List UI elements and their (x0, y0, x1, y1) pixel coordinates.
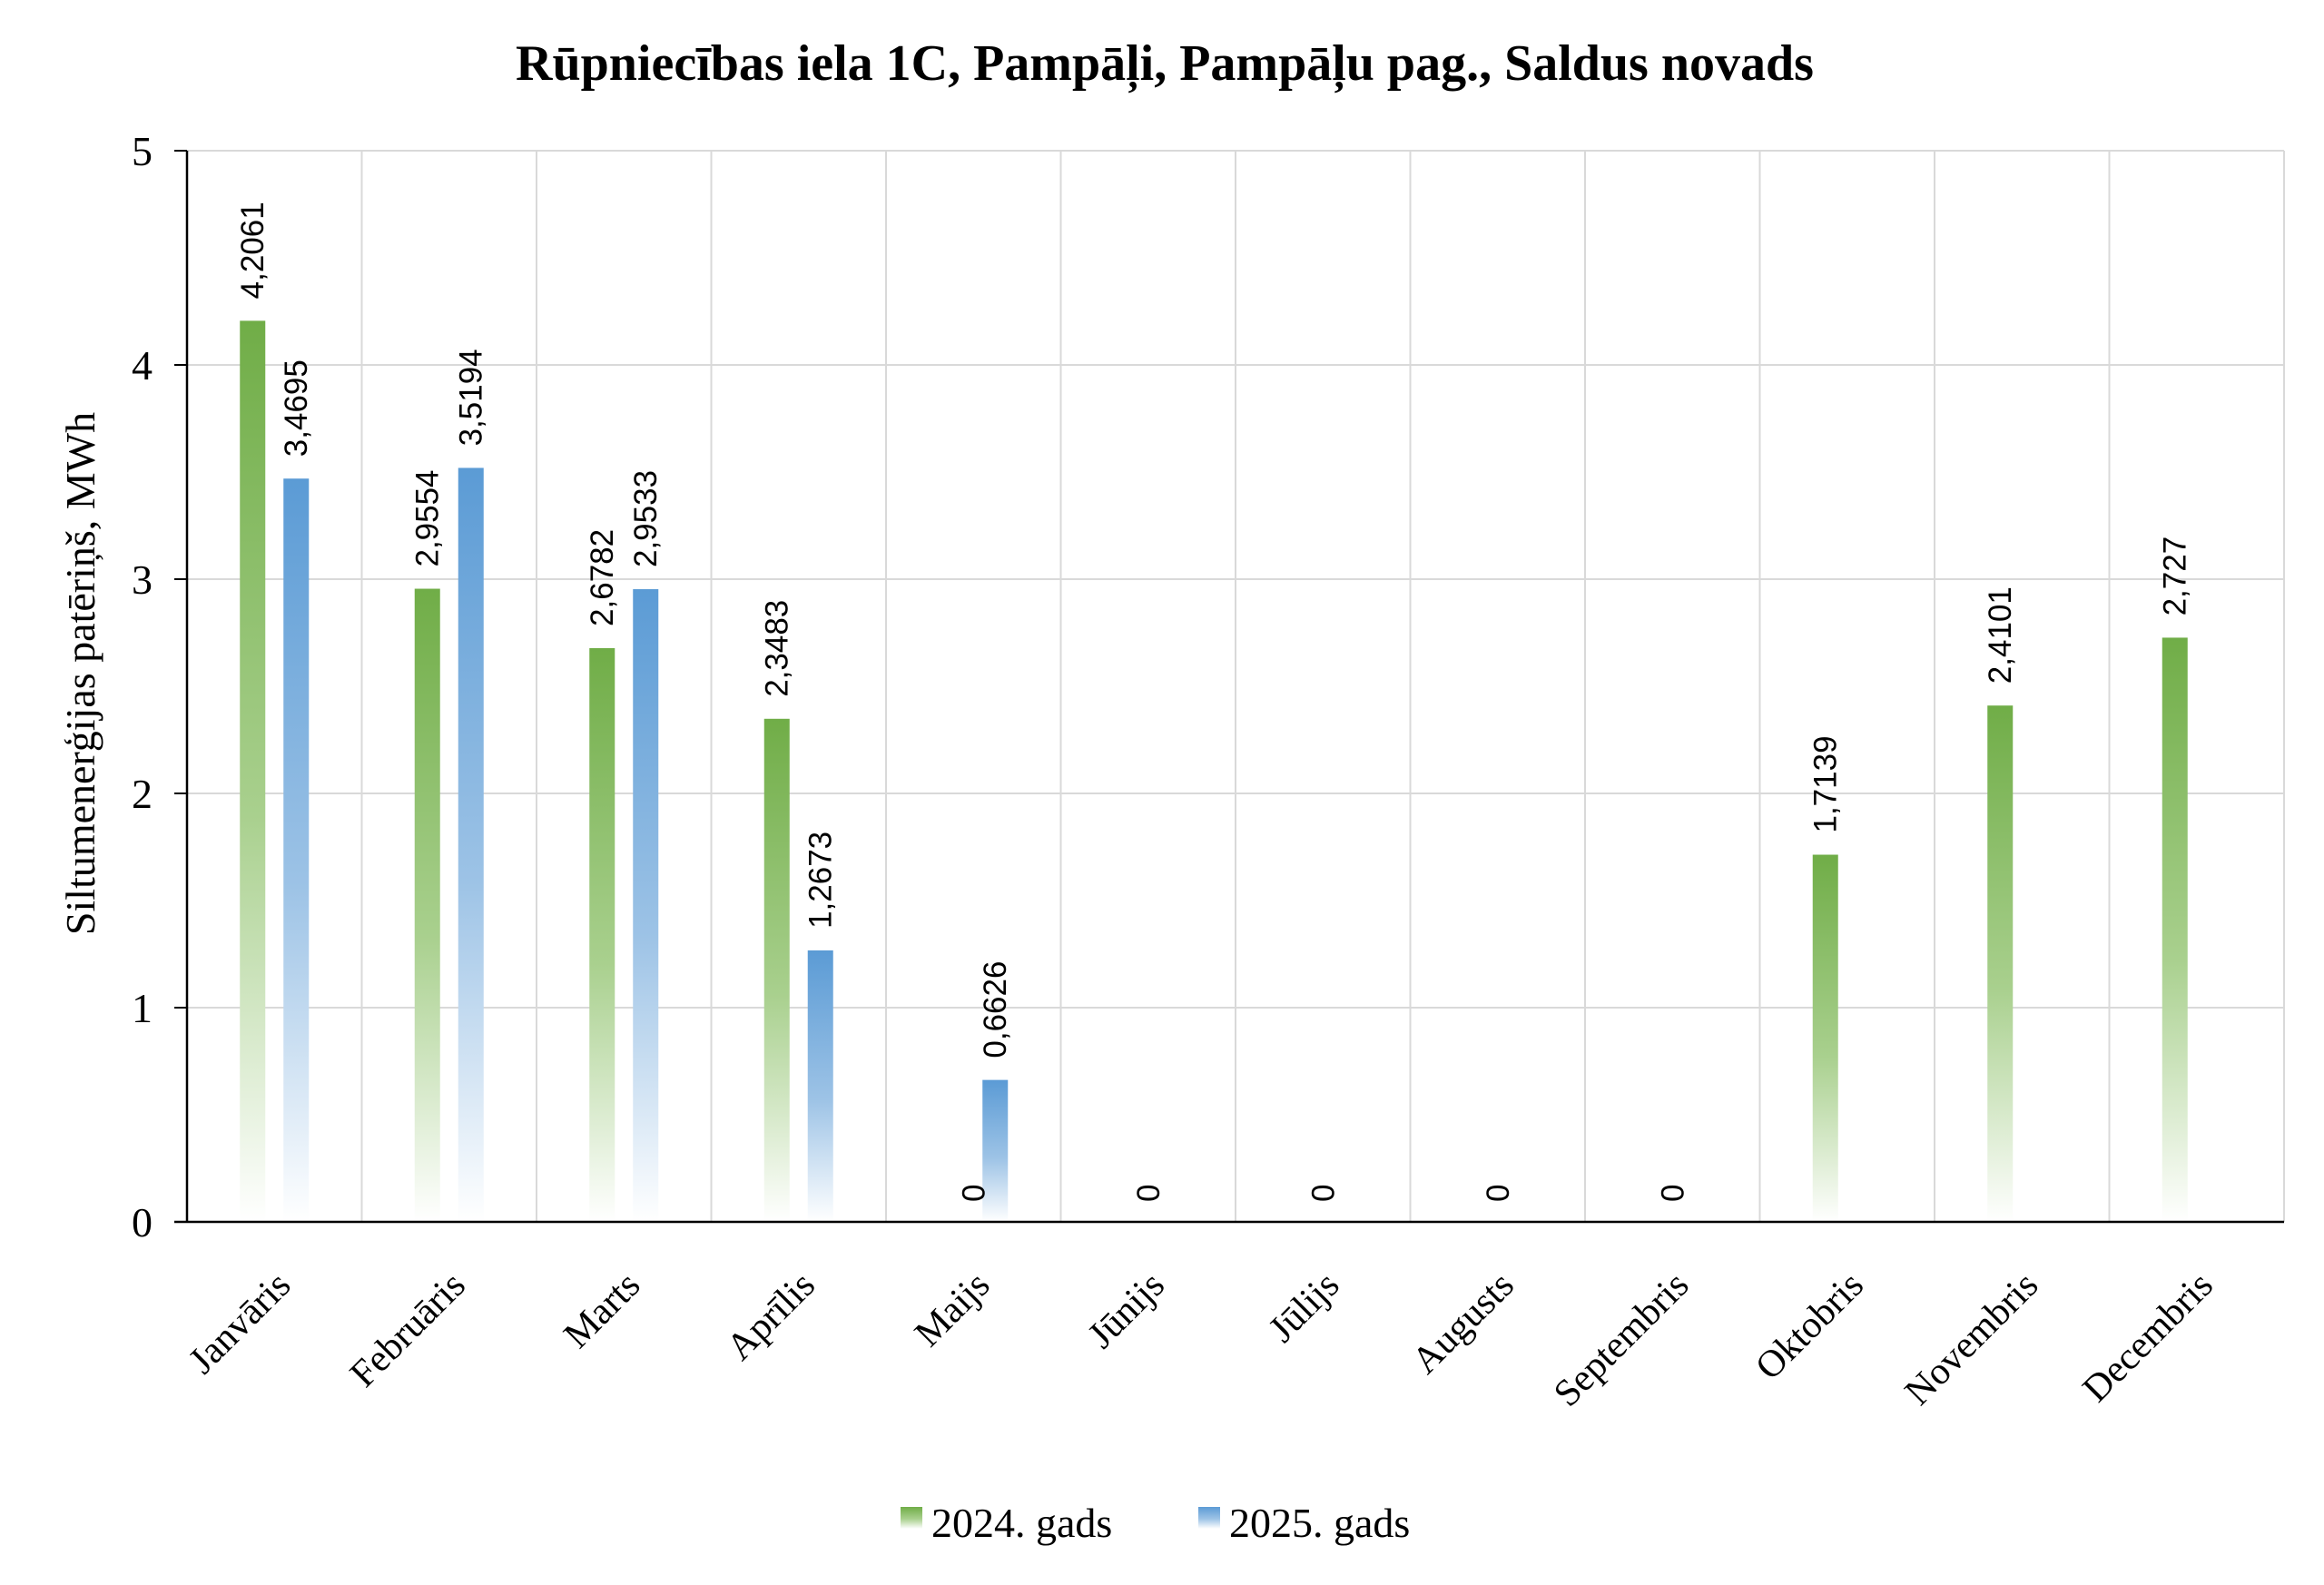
bar-2024 (414, 588, 440, 1222)
bar-2025 (283, 478, 310, 1222)
legend-item-2025: 2025. gads (1198, 1500, 1410, 1546)
x-tick-label: Aprīlis (719, 1265, 823, 1369)
data-label: 0 (1131, 1185, 1167, 1202)
x-tick-label: Oktobris (1748, 1265, 1871, 1388)
data-label: 2,3483 (760, 600, 795, 697)
legend-swatch (901, 1507, 922, 1529)
data-label: 0 (956, 1185, 991, 1202)
x-tick-label: Novembris (1897, 1265, 2047, 1414)
x-tick-label: Janvāris (181, 1265, 299, 1383)
data-label: 2,9533 (628, 470, 664, 567)
bars (240, 320, 2188, 1222)
axes: 0 1 2 3 4 5 Janvāris Februāris Marts Aprīlis Maijs… (132, 128, 2284, 1415)
x-tick-label: Decembris (2075, 1265, 2221, 1411)
y-axis-label: Siltumenerģijas patēriņš, MWh (57, 412, 103, 935)
data-label: 0 (1481, 1185, 1516, 1202)
x-tick-label: Maijs (907, 1265, 998, 1355)
data-label: 3,4695 (279, 359, 314, 457)
y-tick-label: 1 (132, 985, 153, 1031)
data-label: 2,9554 (410, 469, 446, 566)
gridlines (187, 150, 2285, 1222)
data-label: 2,727 (2158, 537, 2193, 616)
bar-2024 (1987, 705, 2014, 1222)
y-tick-label: 3 (132, 556, 153, 603)
x-tick-label: Jūlijs (1261, 1265, 1347, 1351)
data-label: 0 (1305, 1185, 1341, 1202)
data-label: 2,6782 (585, 529, 620, 626)
y-tick-label: 5 (132, 128, 153, 174)
x-tick-label: Marts (556, 1265, 648, 1357)
bar-2024 (2162, 637, 2188, 1222)
bar-2024 (240, 320, 266, 1222)
legend-label: 2025. gads (1229, 1500, 1410, 1546)
bar-2024 (589, 647, 615, 1222)
bar-2025 (633, 589, 659, 1222)
data-label: 2,4101 (1983, 586, 2018, 684)
legend: 2024. gads 2025. gads (901, 1500, 1410, 1546)
data-label: 4,2061 (235, 202, 271, 299)
bar-2025 (982, 1079, 1009, 1222)
chart-title: Rūpniecības iela 1C, Pampāļi, Pampāļu pa… (516, 35, 1814, 94)
legend-item-2024: 2024. gads (901, 1500, 1112, 1546)
legend-label: 2024. gads (931, 1500, 1112, 1546)
bar-2024 (763, 718, 790, 1222)
bar-2025 (458, 468, 484, 1222)
bar-2025 (807, 950, 833, 1222)
data-label: 1,7139 (1808, 735, 1844, 832)
y-tick-label: 2 (132, 771, 153, 817)
data-label: 1,2673 (803, 832, 839, 929)
x-tick-label: Februāris (342, 1265, 474, 1396)
y-tick-label: 0 (132, 1199, 153, 1245)
x-tick-label: Septembris (1546, 1265, 1697, 1415)
x-tick-label: Augusts (1404, 1265, 1522, 1383)
data-label: 0,6626 (978, 961, 1013, 1058)
data-label: 0 (1655, 1185, 1690, 1202)
y-tick-label: 4 (132, 342, 153, 389)
x-tick-label: Jūnijs (1080, 1265, 1173, 1357)
legend-swatch (1198, 1507, 1220, 1529)
bar-2024 (1812, 854, 1838, 1222)
data-label: 3,5194 (454, 349, 489, 446)
